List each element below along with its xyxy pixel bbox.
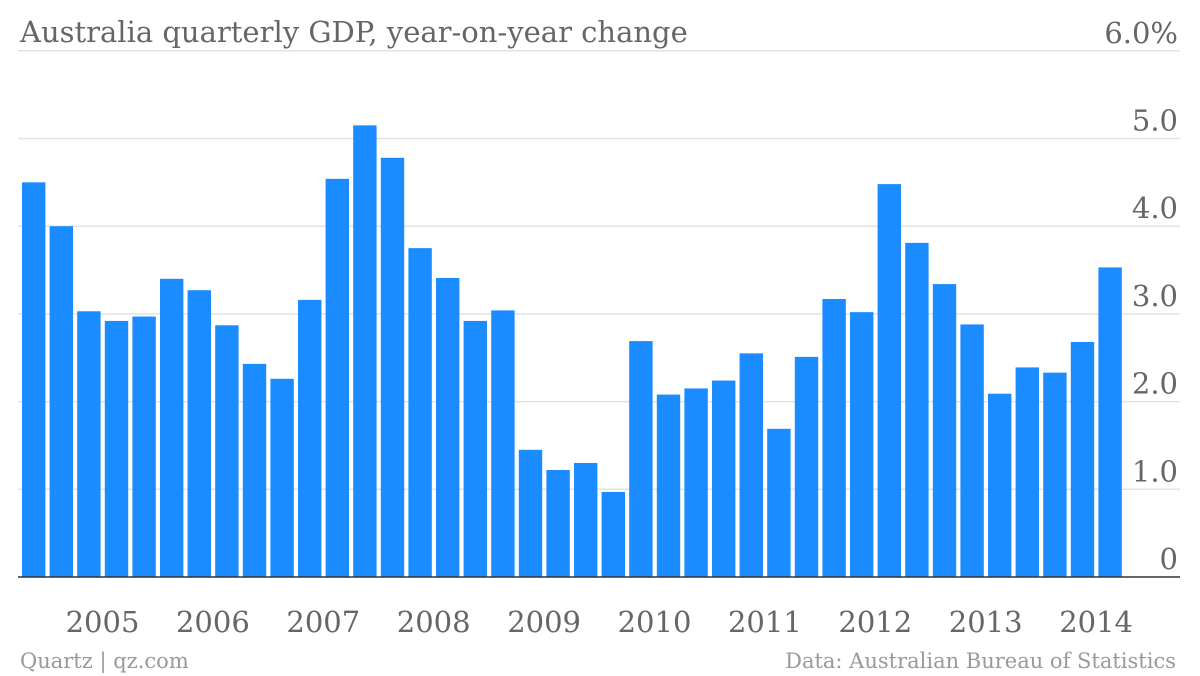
bar bbox=[739, 353, 763, 577]
bar bbox=[22, 182, 46, 577]
bar bbox=[712, 380, 736, 577]
bar bbox=[491, 310, 515, 577]
bar bbox=[436, 277, 460, 577]
bars bbox=[22, 125, 1122, 578]
bar bbox=[463, 320, 487, 577]
bar bbox=[77, 311, 101, 577]
bar bbox=[794, 356, 819, 577]
y-tick-label: 2.0 bbox=[1132, 367, 1178, 401]
x-tick-label: 2010 bbox=[618, 605, 692, 639]
bar bbox=[49, 226, 73, 577]
bar bbox=[1098, 267, 1122, 577]
gridlines bbox=[18, 50, 1180, 491]
bar bbox=[767, 428, 791, 577]
y-tick-label: 1.0 bbox=[1132, 454, 1178, 488]
bar bbox=[629, 341, 653, 577]
x-tick-label: 2006 bbox=[176, 605, 250, 639]
bar bbox=[187, 290, 211, 577]
bar bbox=[601, 491, 625, 577]
bar bbox=[932, 284, 957, 577]
x-tick-label: 2012 bbox=[838, 605, 912, 639]
bar bbox=[325, 178, 349, 578]
source-credit: Quartz | qz.com bbox=[20, 649, 189, 674]
bar bbox=[408, 248, 432, 577]
bar bbox=[656, 394, 681, 577]
chart-title: Australia quarterly GDP, year-on-year ch… bbox=[19, 15, 688, 49]
y-axis-tick-labels: 0 1.0 2.0 3.0 4.0 5.0 6.0% bbox=[1104, 16, 1178, 576]
bar bbox=[1043, 372, 1067, 577]
bar bbox=[574, 462, 598, 577]
bar bbox=[298, 299, 322, 577]
bar bbox=[518, 449, 543, 577]
bar bbox=[684, 388, 708, 577]
bar bbox=[215, 325, 239, 577]
bar bbox=[960, 324, 984, 577]
y-tick-label: 4.0 bbox=[1132, 191, 1178, 225]
x-tick-label: 2008 bbox=[397, 605, 471, 639]
bar bbox=[353, 125, 377, 577]
x-tick-label: 2007 bbox=[286, 605, 360, 639]
data-source: Data: Australian Bureau of Statistics bbox=[785, 649, 1176, 673]
bar bbox=[1070, 341, 1095, 577]
x-tick-label: 2005 bbox=[66, 605, 140, 639]
bar bbox=[546, 470, 570, 577]
bar bbox=[822, 298, 846, 577]
bar bbox=[905, 242, 929, 577]
bar bbox=[242, 363, 267, 577]
bar bbox=[988, 393, 1012, 577]
x-tick-label: 2009 bbox=[507, 605, 581, 639]
bar bbox=[1015, 367, 1039, 577]
x-tick-label: 2014 bbox=[1059, 605, 1133, 639]
y-tick-label: 0 bbox=[1160, 542, 1178, 576]
x-axis-year-labels: 2005 2006 2007 2008 2009 2010 2011 2012 2013 2014 bbox=[66, 605, 1133, 639]
bar bbox=[160, 278, 184, 577]
y-tick-label: 3.0 bbox=[1132, 279, 1178, 313]
x-tick-label: 2013 bbox=[949, 605, 1023, 639]
x-tick-label: 2011 bbox=[728, 605, 802, 639]
bar bbox=[380, 157, 405, 577]
bar bbox=[104, 320, 129, 577]
bar bbox=[877, 184, 901, 577]
y-tick-label: 5.0 bbox=[1132, 104, 1178, 138]
y-tick-label: 6.0% bbox=[1104, 16, 1178, 50]
bar bbox=[850, 312, 874, 577]
bar bbox=[132, 316, 156, 577]
bar bbox=[270, 378, 294, 577]
